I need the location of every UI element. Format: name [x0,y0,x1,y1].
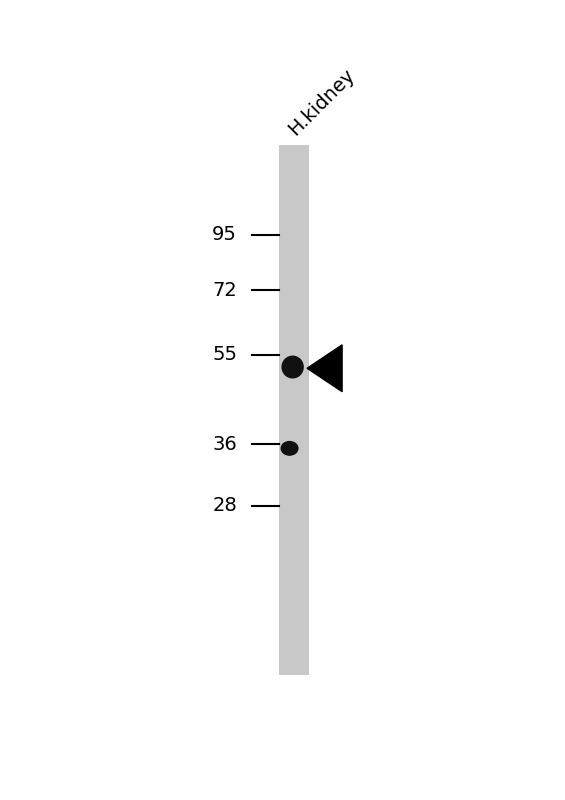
Bar [279,146,309,675]
Text: 72: 72 [212,281,237,299]
Ellipse shape [281,442,298,455]
Text: 95: 95 [212,225,237,244]
Text: H.kidney: H.kidney [285,66,359,139]
Text: 28: 28 [212,496,237,515]
Text: 36: 36 [212,434,237,454]
Text: 55: 55 [212,346,237,364]
Polygon shape [307,345,342,392]
Ellipse shape [282,356,303,378]
